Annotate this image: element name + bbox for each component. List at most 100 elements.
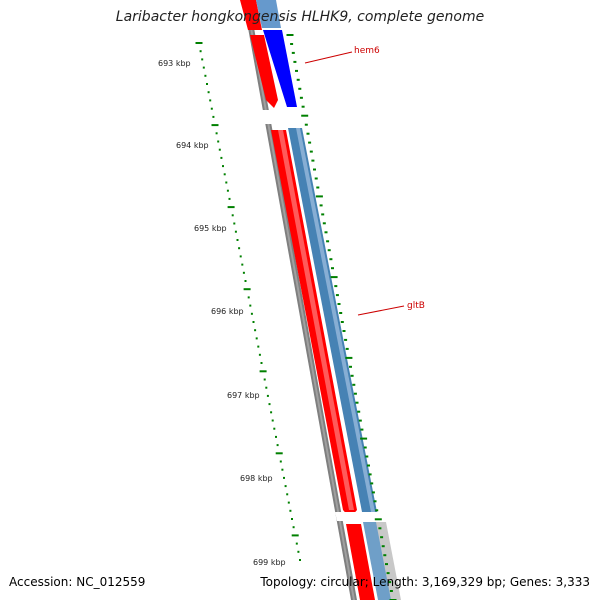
minor-tick [228, 197, 231, 200]
minor-tick [260, 362, 263, 364]
minor-tick [276, 444, 279, 447]
minor-tick [207, 91, 210, 94]
minor-tick [301, 105, 305, 108]
tick-label-694: 694 kbp [176, 141, 209, 150]
minor-tick [298, 87, 302, 90]
minor-tick [202, 66, 205, 69]
minor-tick [255, 337, 258, 340]
minor-tick [212, 115, 215, 118]
gray-cds-lower [376, 522, 401, 600]
minor-tick [386, 572, 390, 575]
forward-cds-lower [346, 524, 375, 600]
minor-tick [367, 464, 370, 467]
minor-tick [254, 329, 257, 332]
minor-tick [353, 392, 357, 395]
minor-tick [291, 51, 295, 54]
gene-label-hem6: hem6 [354, 46, 380, 56]
minor-tick [350, 374, 354, 377]
minor-tick [344, 338, 348, 341]
minor-tick [371, 491, 375, 494]
minor-tick [381, 545, 385, 548]
minor-tick [363, 446, 367, 449]
hem6-leader-line [304, 51, 353, 64]
major-tick [360, 437, 368, 440]
major-tick [211, 124, 219, 127]
tick-label-697: 697 kbp [227, 391, 260, 400]
minor-tick [258, 353, 261, 356]
minor-tick [370, 482, 374, 485]
forward-cds-main-shade [278, 130, 354, 510]
minor-tick [244, 280, 247, 282]
minor-tick [250, 312, 253, 315]
genome-summary-text: Topology: circular; Length: 3,169,329 bp… [260, 575, 590, 589]
minor-tick [275, 435, 277, 438]
minor-tick [311, 159, 315, 162]
minor-tick [289, 509, 292, 512]
minor-tick [284, 485, 287, 488]
backbone-highlight [245, 0, 355, 600]
minor-tick [215, 132, 218, 135]
minor-tick [201, 58, 204, 61]
minor-tick [206, 83, 208, 85]
minor-tick [268, 403, 271, 406]
minor-tick [242, 271, 245, 274]
minor-tick [313, 168, 316, 171]
reverse-cds-hem6 [263, 30, 297, 107]
minor-tick [322, 222, 326, 225]
minor-tick [199, 50, 202, 53]
minor-tick [337, 303, 341, 305]
minor-tick [296, 78, 300, 81]
tick-label-699: 699 kbp [253, 558, 286, 567]
minor-tick [263, 378, 266, 381]
minor-tick [321, 213, 325, 216]
minor-tick [217, 140, 220, 143]
minor-tick [293, 60, 297, 63]
reverse-cds-top-stub [256, 0, 281, 28]
minor-tick [218, 148, 221, 151]
minor-tick [265, 386, 268, 389]
minor-tick [380, 536, 384, 539]
minor-tick [306, 132, 310, 135]
minor-tick [287, 501, 290, 504]
major-tick [275, 452, 283, 455]
minor-tick [249, 304, 252, 307]
minor-tick [225, 181, 228, 184]
minor-tick [340, 321, 344, 323]
forward-cds-upper [250, 35, 278, 108]
minor-tick [220, 156, 223, 159]
gap-upper [250, 110, 308, 124]
minor-tick [231, 214, 234, 217]
minor-tick [238, 247, 241, 250]
left-tick-marks [195, 42, 301, 561]
minor-tick [295, 69, 298, 72]
minor-tick [257, 345, 260, 348]
minor-tick [299, 559, 301, 561]
minor-tick [324, 231, 328, 234]
tick-label-698: 698 kbp [240, 474, 273, 483]
major-tick [315, 195, 323, 198]
minor-tick [329, 258, 333, 261]
minor-tick [319, 204, 323, 207]
minor-tick [279, 460, 282, 463]
minor-tick [326, 240, 330, 243]
minor-tick [365, 455, 369, 458]
minor-tick [375, 509, 379, 512]
minor-tick [239, 255, 242, 258]
minor-tick [331, 267, 334, 270]
minor-tick [358, 419, 362, 422]
minor-tick [373, 500, 377, 503]
major-tick [374, 518, 382, 521]
minor-tick [209, 99, 212, 102]
minor-tick [388, 581, 392, 584]
minor-tick [352, 383, 356, 386]
minor-tick [210, 107, 213, 110]
tick-label-696: 696 kbp [211, 307, 244, 316]
minor-tick [355, 401, 359, 404]
minor-tick [223, 173, 226, 176]
minor-tick [349, 365, 352, 368]
minor-tick [273, 427, 276, 430]
major-tick [227, 206, 235, 209]
tick-label-693: 693 kbp [158, 59, 191, 68]
major-tick [345, 356, 353, 359]
